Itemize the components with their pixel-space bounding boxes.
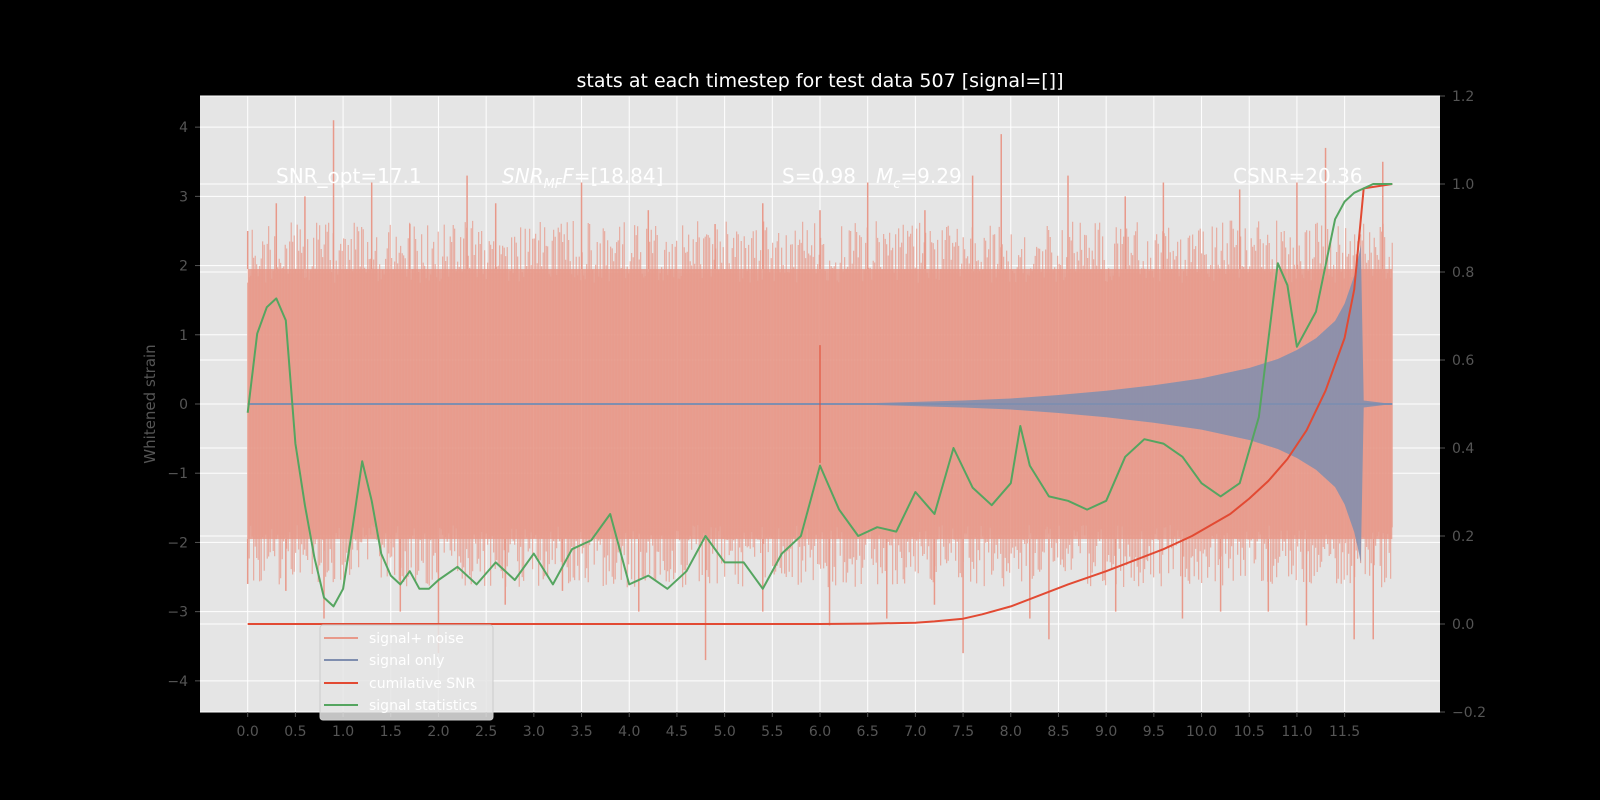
annotation-s-value: S=0.98 bbox=[782, 164, 856, 188]
x-tick-label: 11.5 bbox=[1329, 724, 1360, 740]
x-tick-label: 4.5 bbox=[666, 724, 688, 740]
annotation-mc-value: =9.29 bbox=[900, 164, 961, 188]
x-tick-label: 8.0 bbox=[1000, 724, 1022, 740]
x-tick-label: 11.0 bbox=[1281, 724, 1312, 740]
annotation-csnr: CSNR=20.36 bbox=[1233, 164, 1363, 188]
annotation-snr-mf-label: SNR bbox=[502, 164, 544, 188]
legend-label-signal-only: signal only bbox=[369, 653, 444, 669]
y-tick-label: −4 bbox=[167, 674, 188, 690]
legend-label-signal-noise: signal+ noise bbox=[369, 631, 464, 647]
annotation-snr-mf-sub: MF bbox=[544, 177, 563, 192]
legend-box bbox=[319, 624, 494, 721]
y-tick-label: 4 bbox=[179, 120, 188, 136]
legend-label-cumulative-snr: cumilative SNR bbox=[369, 676, 476, 692]
annotation-snr-mf: SNRMFF=[18.84] bbox=[502, 164, 663, 192]
x-tick-label: 6.0 bbox=[809, 724, 831, 740]
annotation-mc-label: M bbox=[876, 164, 893, 188]
annotation-snr-mf-value: =[18.84] bbox=[574, 164, 664, 188]
series-layer bbox=[246, 120, 1393, 661]
right-tick-label: 0.8 bbox=[1452, 265, 1474, 281]
right-tick-label: 1.2 bbox=[1452, 89, 1474, 105]
signal-statistics-line bbox=[246, 183, 1393, 608]
cumulative-snr-line bbox=[247, 183, 1393, 625]
y-tick-label: 2 bbox=[179, 259, 188, 275]
x-tick-label: 1.0 bbox=[332, 724, 354, 740]
y-tick-label: −3 bbox=[167, 605, 188, 621]
x-tick-label: 3.0 bbox=[523, 724, 545, 740]
y-tick-label: −2 bbox=[167, 535, 188, 551]
x-tick-label: 5.0 bbox=[713, 724, 735, 740]
chart-title: stats at each timestep for test data 507… bbox=[576, 70, 1063, 92]
x-axis: 0.0 0.5 1.0 1.5 2.0 2.5 3.0 3.5 4.0 4.5 5.0 5.5 6.0 6… bbox=[237, 712, 1360, 740]
x-tick-label: 0.5 bbox=[284, 724, 306, 740]
annotations: SNR_opt=17.1 SNRMFF=[18.84] S=0.98 Mc=9.… bbox=[276, 164, 1363, 192]
right-tick-label: 0.0 bbox=[1452, 617, 1474, 633]
y-tick-label: 0 bbox=[179, 397, 188, 413]
x-tick-label: 2.5 bbox=[475, 724, 497, 740]
x-tick-label: 2.0 bbox=[427, 724, 449, 740]
legend-label-signal-statistics: signal statistics bbox=[369, 698, 477, 714]
right-tick-label: 1.0 bbox=[1452, 177, 1474, 193]
x-tick-label: 3.5 bbox=[570, 724, 592, 740]
x-tick-label: 9.0 bbox=[1095, 724, 1117, 740]
right-tick-label: 0.4 bbox=[1452, 441, 1474, 457]
legend: signal+ noise signal only cumilative SNR… bbox=[319, 624, 494, 721]
annotation-snr-opt: SNR_opt=17.1 bbox=[276, 164, 422, 188]
y-tick-label: 1 bbox=[179, 328, 188, 344]
right-axis: 1.2 1.0 0.8 0.6 0.4 0.2 0.0 −0.2 bbox=[1440, 89, 1486, 721]
annotation-mc-sub: c bbox=[893, 177, 900, 192]
x-tick-label: 7.0 bbox=[904, 724, 926, 740]
x-tick-label: 6.5 bbox=[857, 724, 879, 740]
x-tick-label: 4.0 bbox=[618, 724, 640, 740]
annotation-mc: Mc=9.29 bbox=[876, 164, 962, 192]
x-tick-label: 10.5 bbox=[1234, 724, 1265, 740]
right-tick-label: 0.6 bbox=[1452, 353, 1474, 369]
annotation-snr-mf-i: F bbox=[562, 164, 574, 188]
x-tick-label: 9.5 bbox=[1143, 724, 1165, 740]
right-tick-label: 0.2 bbox=[1452, 529, 1474, 545]
x-tick-label: 0.0 bbox=[237, 724, 259, 740]
right-tick-label: −0.2 bbox=[1452, 705, 1486, 721]
y-axis-label: Whitened strain bbox=[141, 344, 159, 463]
x-tick-label: 7.5 bbox=[952, 724, 974, 740]
x-tick-label: 5.5 bbox=[761, 724, 783, 740]
x-tick-label: 1.5 bbox=[380, 724, 402, 740]
left-axis: 4 3 2 1 0 −1 −2 −3 −4 bbox=[167, 120, 200, 690]
x-tick-label: 8.5 bbox=[1047, 724, 1069, 740]
y-tick-label: 3 bbox=[179, 189, 188, 205]
x-tick-label: 10.0 bbox=[1186, 724, 1217, 740]
y-tick-label: −1 bbox=[167, 466, 188, 482]
